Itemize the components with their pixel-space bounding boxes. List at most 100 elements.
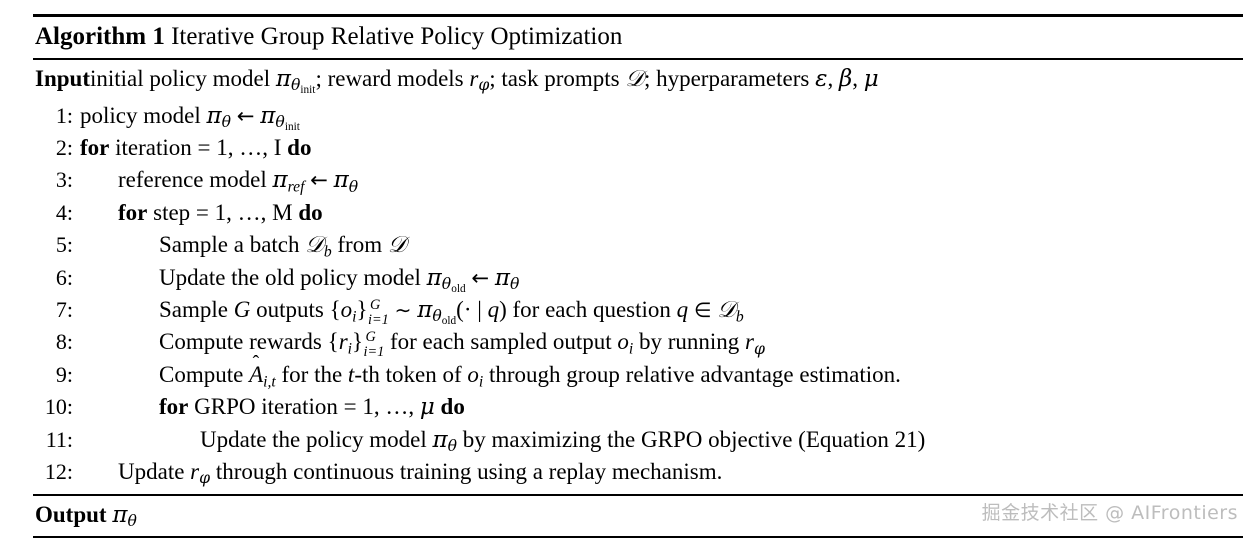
- theta-subscript: θ: [432, 306, 442, 326]
- algorithm-body: 1: policy model πθ ← πθinit 2: for itera…: [33, 98, 1243, 489]
- line-content: Update the old policy model πθold ← πθ: [80, 262, 1243, 295]
- b-subscript: b: [735, 308, 744, 326]
- i-subscript: i: [478, 373, 484, 391]
- keyword-do: do: [287, 135, 312, 160]
- pi-symbol: π: [494, 264, 510, 291]
- text-cdot-bar: (· |: [456, 297, 488, 323]
- r-symbol: r: [745, 329, 754, 355]
- r-symbol: r: [338, 329, 348, 355]
- pi-symbol: π: [260, 102, 276, 129]
- b-subscript: b: [323, 243, 332, 261]
- algorithm-name: Iterative Group Relative Policy Optimiza…: [171, 23, 623, 50]
- line-number: 8:: [55, 329, 73, 355]
- line-content: reference model πref ← πθ: [80, 164, 1243, 196]
- left-arrow-icon: ←: [471, 264, 490, 290]
- text-sample: Sample: [159, 297, 234, 323]
- r-symbol: r: [190, 459, 200, 485]
- r-symbol: r: [469, 65, 479, 91]
- text-policy-model: policy model: [80, 102, 207, 128]
- lower-limit-i-eq-1: i=1: [368, 311, 389, 328]
- theta-subscript: θ: [348, 176, 359, 196]
- rule-above-output: [33, 494, 1243, 497]
- text-reference-model: reference model: [118, 167, 273, 193]
- input-row: Inputinitial policy model πθinit; reward…: [33, 60, 1243, 98]
- upper-limit-G: G: [370, 297, 381, 314]
- text-sample-batch: Sample a batch: [159, 232, 306, 258]
- left-arrow-icon: ←: [310, 167, 328, 193]
- cal-d-symbol: 𝒟: [387, 232, 407, 259]
- algo-line-12: 12: Update rφ through continuous trainin…: [33, 456, 1243, 488]
- cal-d-symbol: 𝒟: [717, 297, 736, 324]
- theta-subscript: θ: [509, 274, 520, 293]
- brace-open: {: [329, 297, 341, 323]
- text-step-range: step = 1, …, M: [147, 199, 299, 225]
- line-content: policy model πθ ← πθinit: [80, 100, 1243, 133]
- init-subscript: init: [300, 83, 316, 96]
- keyword-do: do: [440, 394, 465, 420]
- line-number: 6:: [55, 264, 73, 290]
- keyword-for: for: [118, 199, 148, 225]
- text-update: Update: [118, 459, 191, 485]
- text-by-running: by running: [633, 329, 746, 355]
- brace-open: {: [327, 329, 339, 355]
- input-keyword: Input: [35, 65, 90, 91]
- pi-symbol: π: [417, 297, 433, 324]
- pi-symbol: π: [275, 65, 291, 92]
- algo-line-3: 3: reference model πref ← πθ: [33, 164, 1243, 196]
- input-seg-2: ; reward models: [315, 65, 470, 91]
- line-number: 11:: [45, 426, 73, 452]
- text-for-the: for the: [275, 361, 348, 387]
- algo-line-1: 1: policy model πθ ← πθinit: [33, 100, 1243, 133]
- a-symbol: A: [249, 361, 264, 387]
- text-compute-rewards: Compute rewards: [159, 329, 328, 355]
- o-symbol: o: [340, 297, 353, 323]
- line-content: for GRPO iteration = 1, …, μ do: [80, 391, 1243, 423]
- brace-close: }: [351, 329, 364, 355]
- lower-limit-i-eq-1: i=1: [363, 344, 385, 360]
- input-comma-1: ,: [827, 65, 839, 91]
- theta-subscript: θ: [275, 111, 285, 131]
- algo-line-11: 11: Update the policy model πθ by maximi…: [33, 424, 1243, 456]
- input-seg-4: ; hyperparameters: [643, 65, 816, 91]
- upper-limit-G: G: [365, 329, 376, 346]
- algo-line-2: 2: for iteration = 1, …, I do: [33, 132, 1243, 164]
- text-iteration-range: iteration = 1, …, I: [109, 135, 288, 160]
- watermark: 掘金技术社区 @ AIFrontiers: [981, 502, 1238, 524]
- input-seg-3: ; task prompts: [489, 65, 626, 91]
- text-for-each-question: for each question: [506, 297, 677, 323]
- keyword-for: for: [80, 135, 110, 160]
- q-symbol: q: [676, 297, 689, 323]
- text-update-old-policy: Update the old policy model: [159, 264, 427, 290]
- old-subscript: old: [451, 282, 466, 295]
- pi-symbol: π: [426, 264, 442, 291]
- algorithm-number: 1: [152, 23, 165, 50]
- q-symbol: q: [487, 297, 500, 323]
- line-number: 9:: [55, 361, 73, 387]
- old-subscript: old: [441, 315, 457, 328]
- mu-symbol: μ: [863, 65, 879, 92]
- algo-line-9: 9: Compute ˆ Ai,t for the t-th token of o…: [33, 353, 1243, 391]
- phi-subscript: φ: [478, 74, 490, 94]
- beta-symbol: β: [838, 65, 853, 92]
- theta-subscript: θ: [447, 436, 458, 456]
- i-subscript: i: [352, 308, 357, 326]
- text-through-continuous-training: through continuous training using a repl…: [210, 459, 723, 485]
- mu-symbol: μ: [419, 394, 435, 421]
- keyword-do: do: [298, 199, 323, 225]
- text-from: from: [331, 232, 388, 258]
- brace-close: }: [356, 297, 368, 323]
- text-for-each-sampled-output: for each sampled output: [384, 329, 618, 355]
- output-row: Output πθ: [33, 496, 1243, 534]
- line-number: 2:: [55, 135, 73, 160]
- algo-line-4: 4: for step = 1, …, M do: [33, 197, 1243, 229]
- i-subscript: i: [628, 340, 634, 358]
- text-th-token-of: -th token of: [354, 361, 468, 387]
- text-by-maximizing-grpo: by maximizing the GRPO objective (Equati…: [457, 426, 926, 452]
- line-content: Sample a batch 𝒟b from 𝒟: [80, 229, 1243, 261]
- i-subscript: i: [347, 340, 352, 358]
- theta-symbol: θ: [291, 74, 301, 94]
